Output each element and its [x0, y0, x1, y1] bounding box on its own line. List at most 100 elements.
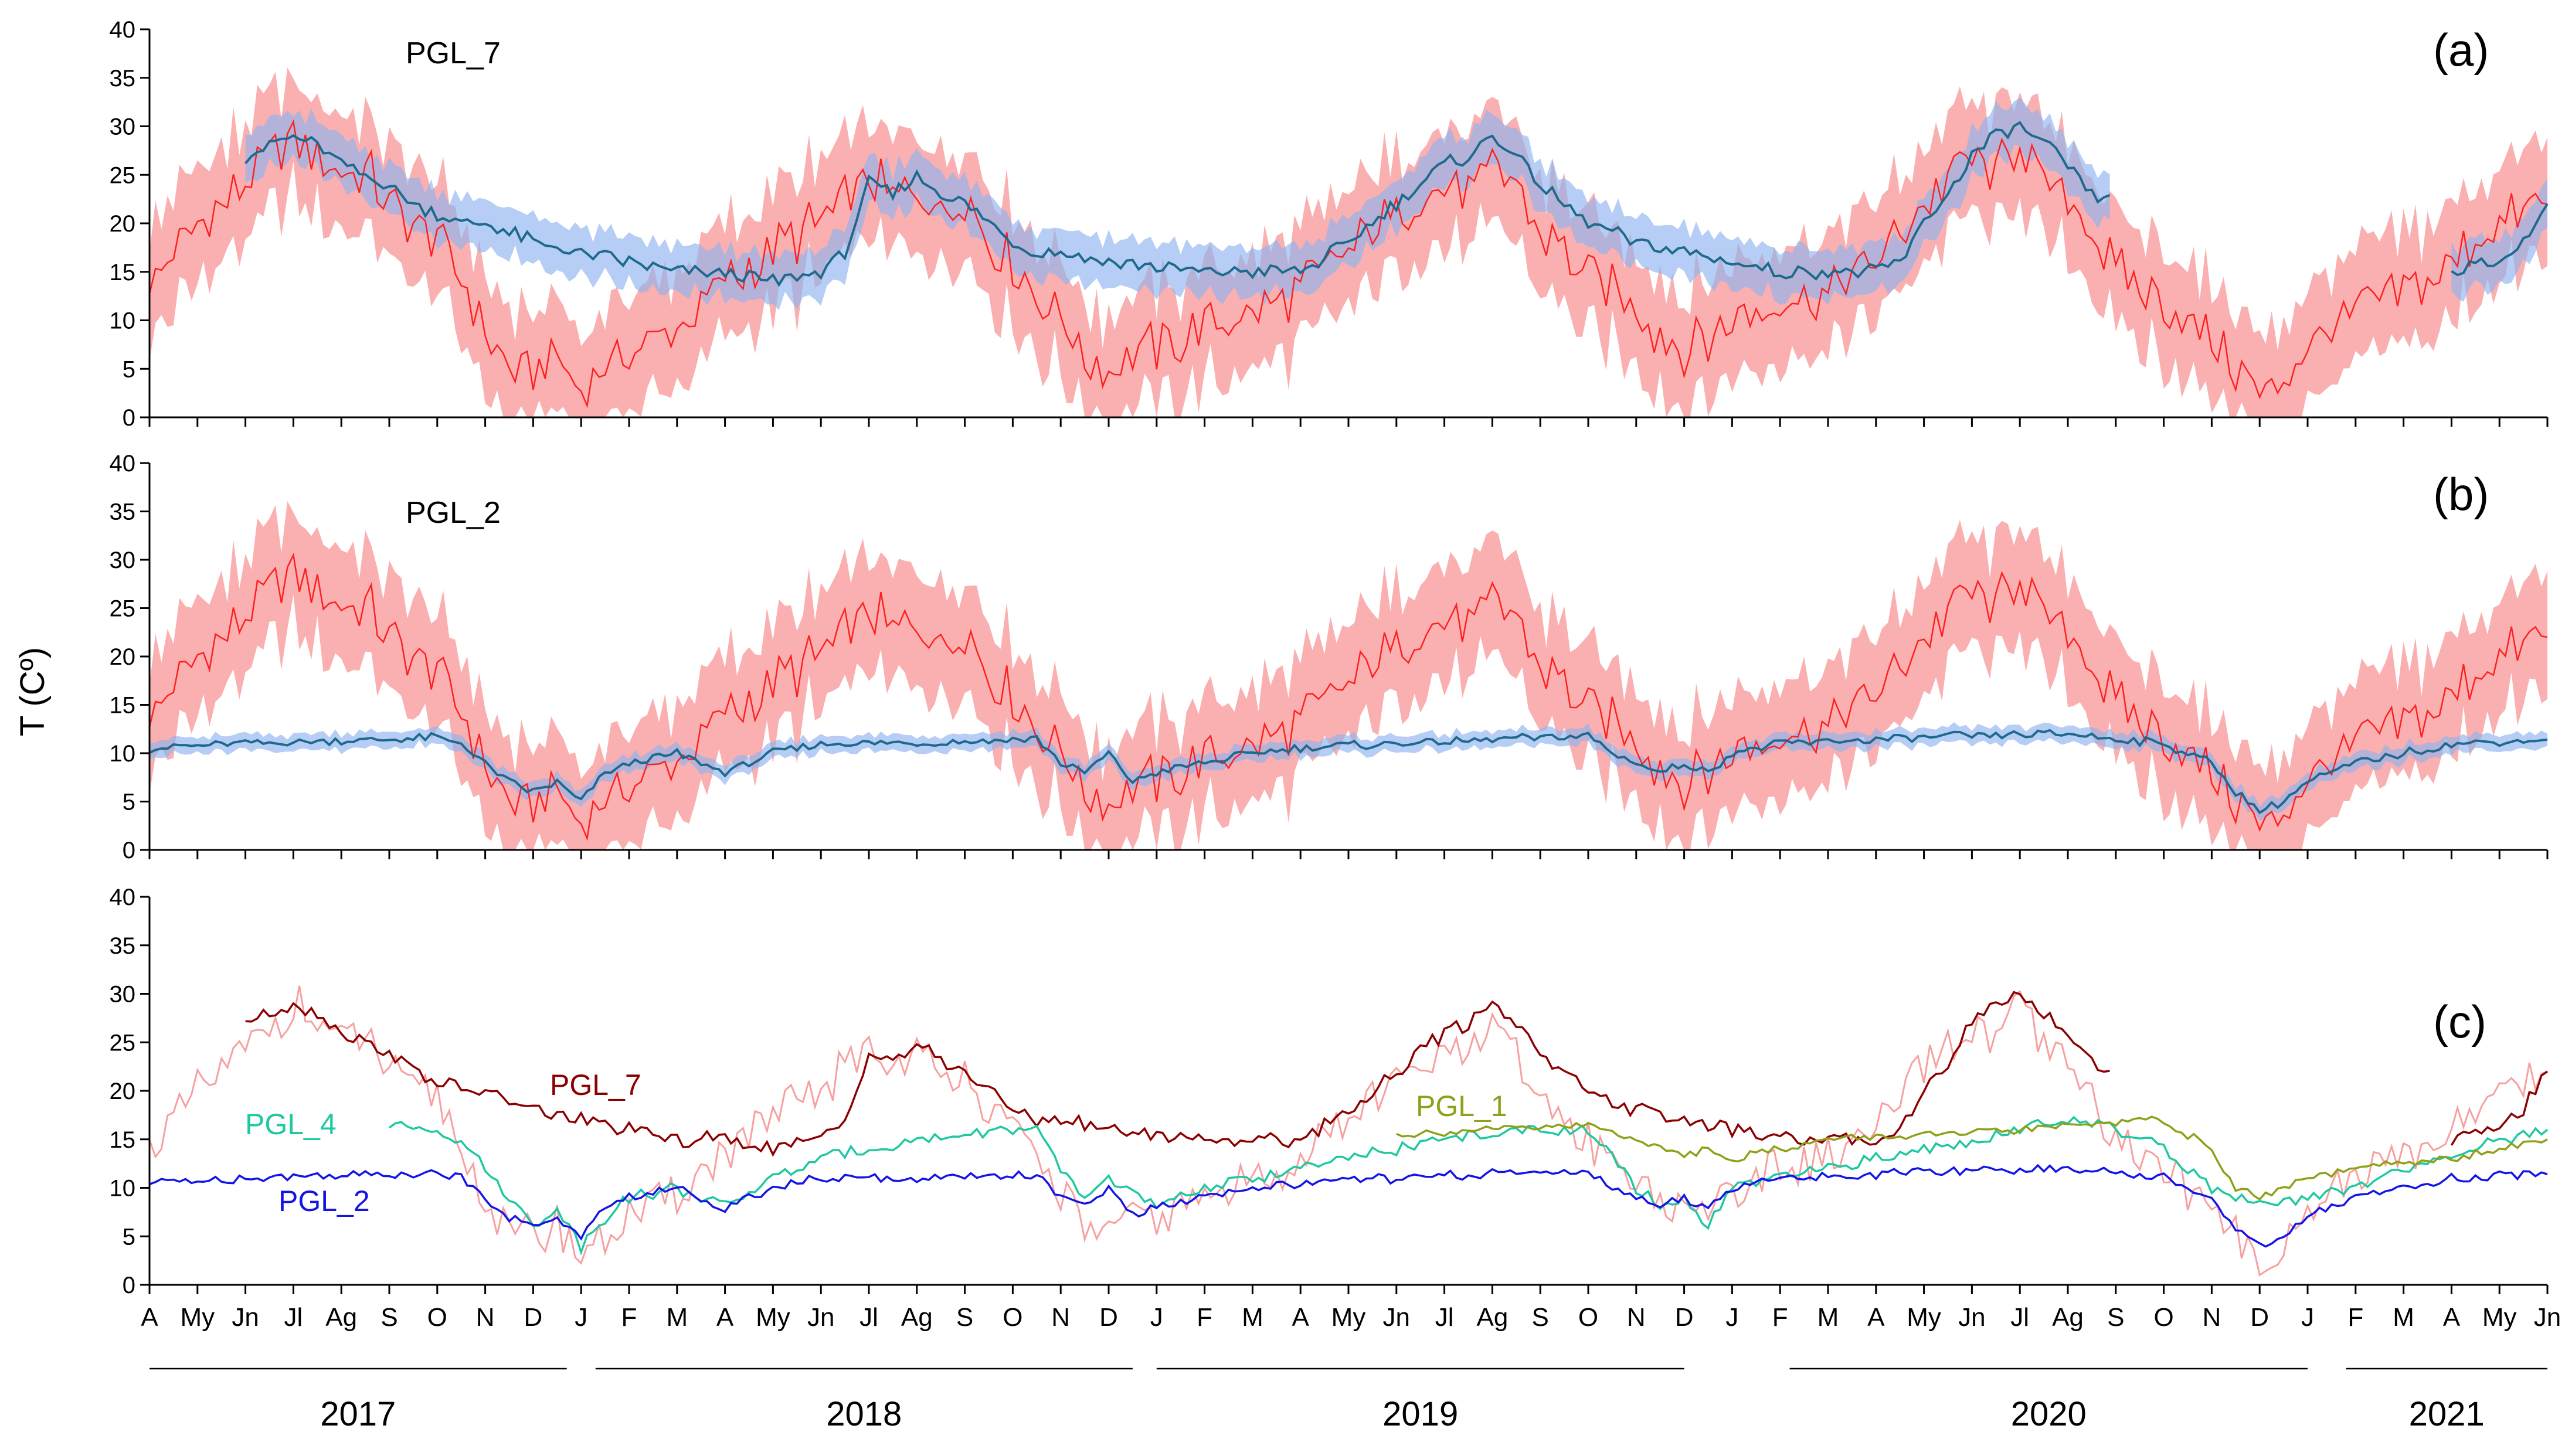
month-label: Jl [1435, 1303, 1454, 1332]
y-tick-label: 10 [110, 1176, 136, 1202]
month-label: A [1867, 1303, 1885, 1332]
month-label: S [1532, 1303, 1549, 1332]
month-label: A [716, 1303, 734, 1332]
panel-b: 0 5 10 15 20 25 30 35 40 PGL_2 (b) [110, 451, 2549, 863]
month-label: My [180, 1303, 215, 1332]
y-tick-label: 40 [110, 885, 136, 910]
water-mean-line [244, 121, 2111, 287]
y-tick-label: 10 [110, 741, 136, 767]
air-mean-line [148, 552, 2548, 841]
month-label: M [666, 1303, 688, 1332]
panel-b-air-band [150, 501, 2547, 850]
month-label: My [2482, 1303, 2517, 1332]
series-pgl-7-line [245, 991, 2110, 1157]
month-label: Jl [859, 1303, 878, 1332]
month-label: J [1725, 1303, 1738, 1332]
panel-b-air-line [148, 552, 2548, 841]
month-label: Jn [232, 1303, 259, 1332]
month-label: D [1675, 1303, 1694, 1332]
y-tick-label: 35 [110, 933, 136, 959]
panel-b-axes: 0 5 10 15 20 25 30 35 40 [110, 451, 2549, 863]
month-label: Jl [284, 1303, 303, 1332]
panel-a: 0 5 10 15 20 25 30 35 40 PGL_7 (a) [110, 17, 2549, 431]
air-mean-line [148, 119, 2548, 409]
month-label: F [2347, 1303, 2363, 1332]
month-label: Ag [901, 1303, 933, 1332]
month-label: N [476, 1303, 495, 1332]
label-pgl7: PGL_7 [550, 1069, 641, 1101]
series-air-faint--line [148, 985, 2548, 1277]
month-label: F [1772, 1303, 1788, 1332]
y-tick-label: 0 [123, 838, 135, 863]
month-label: N [2203, 1303, 2221, 1332]
month-label: S [2107, 1303, 2124, 1332]
panel-b-label: (b) [2433, 468, 2489, 520]
y-tick-label: 20 [110, 211, 136, 237]
month-label: F [621, 1303, 637, 1332]
month-label: Ag [325, 1303, 357, 1332]
air-band-area [150, 501, 2547, 850]
month-label: A [141, 1303, 158, 1332]
month-label: Jn [807, 1303, 834, 1332]
y-tick-label: 30 [110, 547, 136, 573]
y-axis-label: T (Cº) [13, 647, 52, 736]
y-tick-label: 30 [110, 114, 136, 140]
y-tick-label: 10 [110, 308, 136, 334]
y-tick-label: 35 [110, 66, 136, 91]
month-label: D [524, 1303, 543, 1332]
panel-a-water-line [244, 121, 2549, 287]
y-tick-label: 5 [123, 790, 135, 815]
year-label: 2019 [1382, 1395, 1458, 1433]
water-mean-line [2451, 203, 2549, 277]
month-label: N [1051, 1303, 1070, 1332]
y-tick-label: 5 [123, 356, 135, 382]
panel-a-label: (a) [2433, 24, 2489, 76]
series-pgl-1-line [1396, 1115, 2548, 1201]
water-band-area [150, 722, 2547, 821]
month-label: D [2250, 1303, 2269, 1332]
label-pgl1: PGL_1 [1416, 1090, 1507, 1122]
water-band-area [245, 97, 2110, 310]
month-label: A [2443, 1303, 2461, 1332]
month-label: O [2153, 1303, 2173, 1332]
month-label: M [2393, 1303, 2414, 1332]
label-pgl2: PGL_2 [278, 1185, 370, 1217]
y-tick-label: 35 [110, 499, 136, 525]
y-tick-label: 15 [110, 1127, 136, 1153]
month-label: A [1292, 1303, 1310, 1332]
month-label: Ag [2052, 1303, 2084, 1332]
month-label: S [380, 1303, 398, 1332]
y-tick-label: 15 [110, 693, 136, 719]
y-tick-label: 40 [110, 451, 136, 477]
panel-a-site-label: PGL_7 [406, 36, 501, 70]
month-label: Jn [1383, 1303, 1410, 1332]
month-label: J [575, 1303, 587, 1332]
panel-c-axes: 0 5 10 15 20 25 30 35 40 [110, 885, 2549, 1298]
series-pgl-2-line [149, 1164, 2548, 1248]
month-label: O [1003, 1303, 1022, 1332]
month-label: F [1197, 1303, 1212, 1332]
month-label: Jn [2534, 1303, 2561, 1332]
month-label: Jl [2010, 1303, 2029, 1332]
panel-b-site-label: PGL_2 [406, 496, 501, 530]
water-mean-line [149, 729, 2548, 815]
month-label: Ag [1476, 1303, 1508, 1332]
y-tick-label: 20 [110, 644, 136, 670]
y-tick-label: 15 [110, 260, 136, 285]
year-label: 2018 [826, 1395, 902, 1433]
month-label: O [1578, 1303, 1598, 1332]
year-label: 2017 [320, 1395, 396, 1433]
month-label: My [1907, 1303, 1941, 1332]
y-tick-label: 25 [110, 596, 136, 622]
panel-a-air-line [148, 119, 2548, 409]
label-pgl4: PGL_4 [245, 1108, 337, 1141]
panel-c: 0 5 10 15 20 25 30 35 40 (c) PGL_7 PGL_4 PGL_2 P… [110, 885, 2549, 1298]
y-tick-label: 25 [110, 1030, 136, 1056]
year-label: 2021 [2409, 1395, 2485, 1433]
month-label: My [756, 1303, 790, 1332]
month-label: M [1817, 1303, 1839, 1332]
year-axis: 2017 2018 2019 2020 2021 [150, 1367, 2547, 1433]
y-tick-label: 5 [123, 1224, 135, 1250]
y-tick-label: 0 [123, 1273, 135, 1298]
